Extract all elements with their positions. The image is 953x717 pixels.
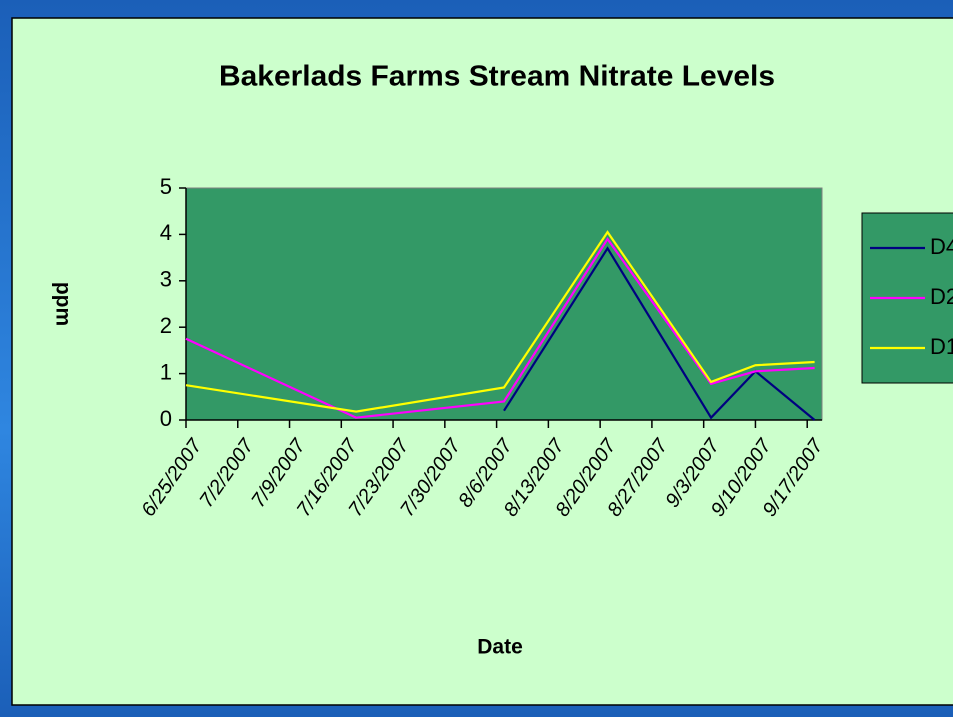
y-tick-label: 1 [160,359,172,384]
y-tick-label: 0 [160,406,172,431]
plot-area [185,187,823,421]
y-tick-label: 4 [160,220,172,245]
legend-label: D4 [930,234,953,259]
data-line [185,230,815,413]
x-axis-label: Date [477,636,523,659]
data-line [503,246,816,421]
y-tick-label: 3 [160,267,172,292]
y-axis-label: ppm [51,282,74,326]
chart-title: Bakerlads Farms Stream Nitrate Levels [219,61,775,93]
y-tick-label: 5 [160,174,172,199]
y-tick-label: 2 [160,313,172,338]
data-line [185,237,815,419]
legend-label: D1 [930,334,953,359]
legend-label: D2 [930,284,953,309]
